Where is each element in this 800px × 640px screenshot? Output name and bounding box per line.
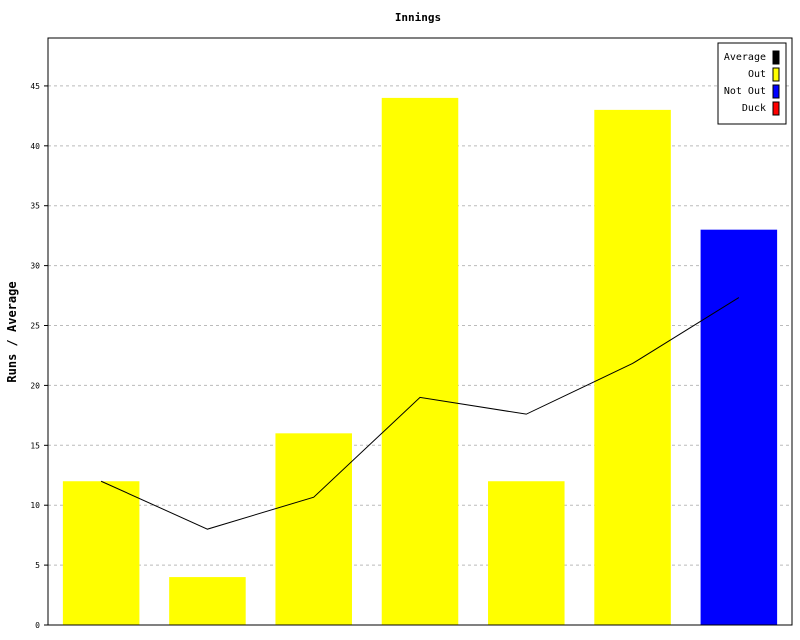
bar-not-out: [700, 229, 778, 625]
y-tick-label: 10: [30, 501, 40, 510]
average-line-layer: [100, 297, 740, 530]
bars: [62, 97, 778, 626]
y-tick-label: 45: [30, 82, 40, 91]
chart-title: Innings: [395, 11, 441, 24]
bar-out: [169, 577, 246, 625]
y-tick-label: 15: [30, 441, 40, 450]
bar-out: [488, 481, 565, 625]
plot-frame: [47, 37, 793, 626]
bar-out: [381, 97, 459, 626]
y-tick-label: 35: [30, 202, 40, 211]
legend-label: Duck: [742, 103, 766, 114]
y-tick-label: 40: [30, 142, 40, 151]
legend-swatch: [772, 84, 780, 99]
legend-label: Not Out: [724, 86, 766, 97]
y-tick-label: 20: [30, 381, 40, 390]
y-tick-label: 30: [30, 262, 40, 271]
legend-label: Out: [748, 69, 766, 80]
bar-out: [62, 481, 140, 625]
legend-label: Average: [724, 52, 766, 63]
legend-swatch: [772, 50, 780, 65]
bar-out: [275, 433, 352, 625]
y-tick-label: 25: [30, 322, 40, 331]
y-tick-label: 0: [35, 621, 40, 630]
average-line: [100, 297, 740, 530]
y-axis-ticks: 0 5 10 15 20 25 30 35 40 45: [30, 82, 48, 630]
legend-swatch: [772, 101, 780, 116]
bar-out: [594, 109, 671, 625]
y-axis-label: Runs / Average: [5, 281, 19, 382]
legend-swatch: [772, 67, 780, 82]
y-tick-label: 5: [35, 561, 40, 570]
legend: Average Out Not Out Duck: [717, 42, 787, 125]
